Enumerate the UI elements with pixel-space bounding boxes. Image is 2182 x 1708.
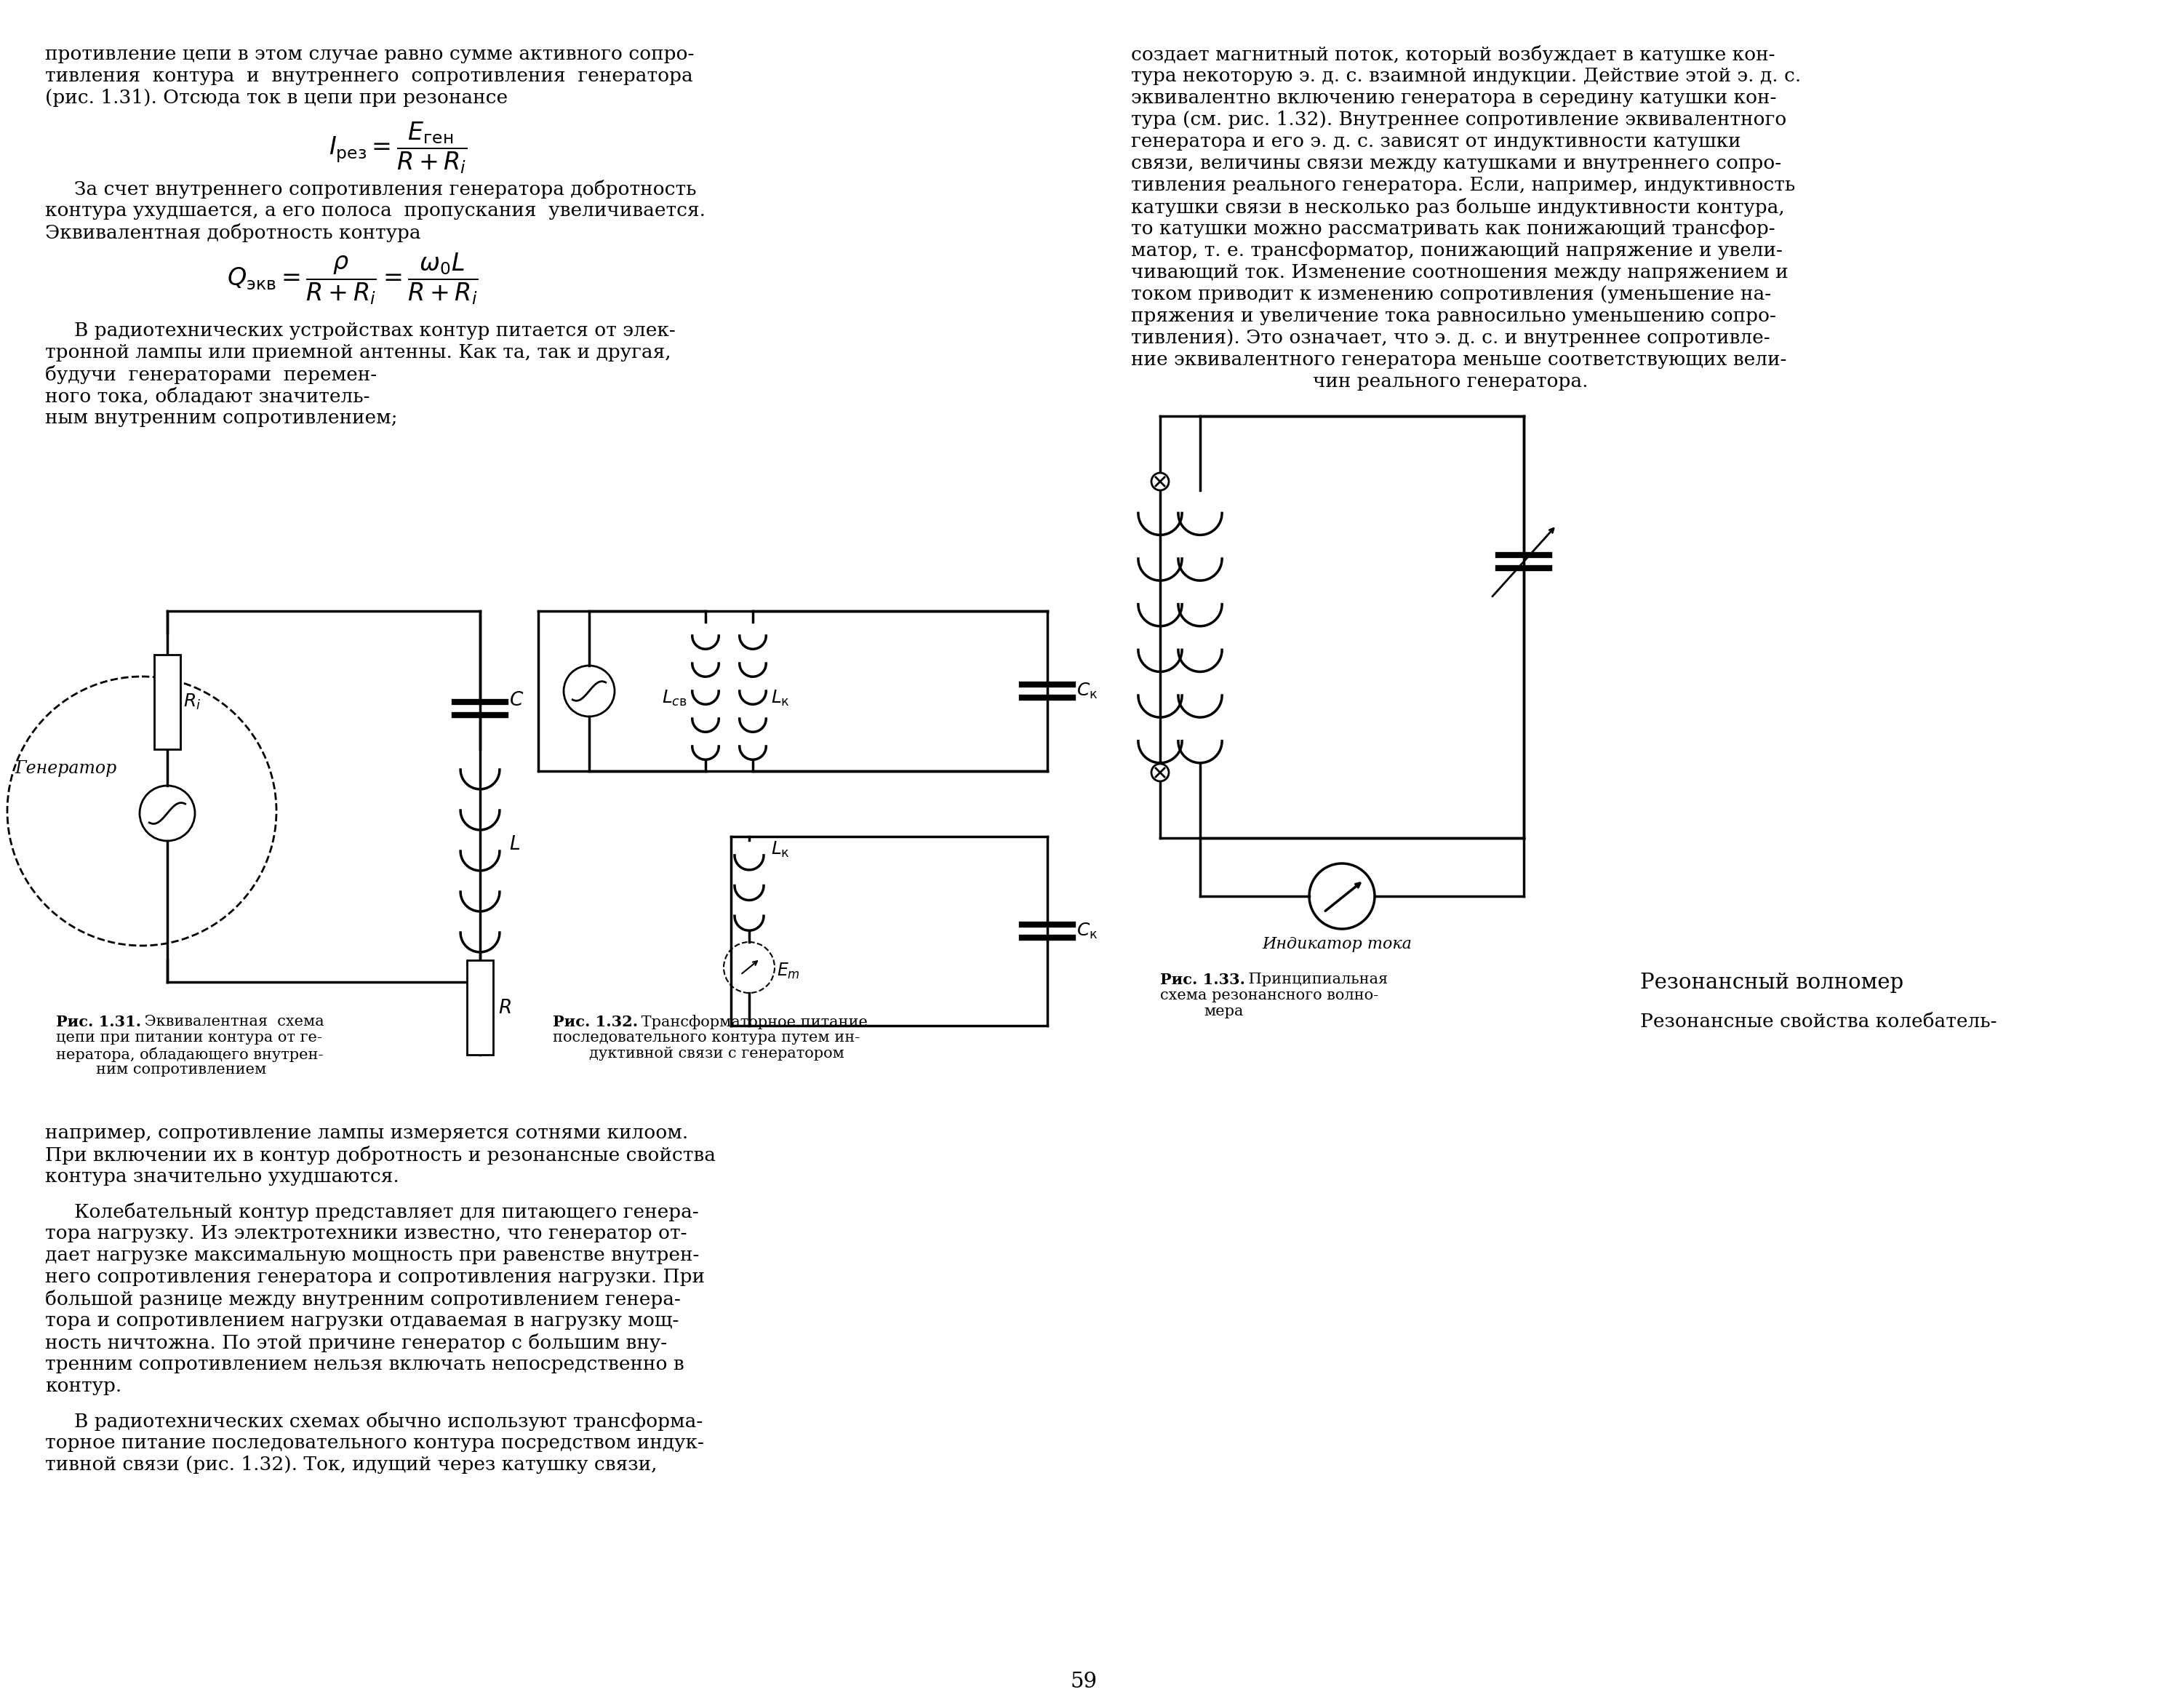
Text: контур.: контур. bbox=[46, 1377, 122, 1395]
Text: ность ничтожна. По этой причине генератор с большим вну-: ность ничтожна. По этой причине генерато… bbox=[46, 1334, 668, 1353]
Text: $R_i$: $R_i$ bbox=[183, 692, 201, 712]
Text: тивления). Это означает, что э. д. с. и внутреннее сопротивле-: тивления). Это означает, что э. д. с. и … bbox=[1130, 330, 1770, 347]
Text: током приводит к изменению сопротивления (уменьшение на-: током приводит к изменению сопротивления… bbox=[1130, 285, 1772, 304]
Text: Рис. 1.31.: Рис. 1.31. bbox=[57, 1015, 142, 1030]
Text: тивной связи (рис. 1.32). Ток, идущий через катушку связи,: тивной связи (рис. 1.32). Ток, идущий че… bbox=[46, 1455, 657, 1474]
Circle shape bbox=[1152, 763, 1170, 781]
Text: Индикатор тока: Индикатор тока bbox=[1261, 936, 1412, 951]
Text: тора и сопротивлением нагрузки отдаваемая в нагрузку мощ-: тора и сопротивлением нагрузки отдаваема… bbox=[46, 1312, 679, 1331]
Text: противление цепи в этом случае равно сумме активного сопро-: противление цепи в этом случае равно сум… bbox=[46, 44, 694, 63]
Text: катушки связи в несколько раз больше индуктивности контура,: катушки связи в несколько раз больше инд… bbox=[1130, 198, 1785, 217]
Text: связи, величины связи между катушками и внутреннего сопро-: связи, величины связи между катушками и … bbox=[1130, 154, 1781, 173]
Text: $R$: $R$ bbox=[497, 999, 511, 1016]
Text: создает магнитный поток, который возбуждает в катушке кон-: создает магнитный поток, который возбужд… bbox=[1130, 44, 1776, 63]
Bar bbox=[155, 654, 181, 750]
Text: Трансформаторное питание: Трансформаторное питание bbox=[637, 1015, 868, 1030]
Text: $Q_{\rm экв} = \dfrac{\rho}{R + R_i} = \dfrac{\omega_0 L}{R + R_i}$: $Q_{\rm экв} = \dfrac{\rho}{R + R_i} = \… bbox=[227, 251, 478, 306]
Text: тронной лампы или приемной антенны. Как та, так и другая,: тронной лампы или приемной антенны. Как … bbox=[46, 343, 672, 362]
Text: последовательного контура путем ин-: последовательного контура путем ин- bbox=[552, 1030, 860, 1045]
Text: чин реального генератора.: чин реального генератора. bbox=[1314, 372, 1588, 391]
Text: Рис. 1.32.: Рис. 1.32. bbox=[552, 1015, 637, 1030]
Bar bbox=[467, 960, 493, 1056]
Text: В радиотехнических схемах обычно используют трансформа-: В радиотехнических схемах обычно использ… bbox=[74, 1413, 703, 1431]
Text: большой разнице между внутренним сопротивлением генера-: большой разнице между внутренним сопроти… bbox=[46, 1290, 681, 1308]
Text: $I_{\rm рез} = \dfrac{E_{\rm ген}}{R + R_i}$: $I_{\rm рез} = \dfrac{E_{\rm ген}}{R + R… bbox=[329, 120, 467, 176]
Text: Резонансный волномер: Резонансный волномер bbox=[1641, 972, 1903, 992]
Text: чивающий ток. Изменение соотношения между напряжением и: чивающий ток. Изменение соотношения межд… bbox=[1130, 263, 1789, 282]
Text: Генератор: Генератор bbox=[15, 760, 116, 777]
Text: ным внутренним сопротивлением;: ным внутренним сопротивлением; bbox=[46, 408, 397, 427]
Text: схема резонансного волно-: схема резонансного волно- bbox=[1161, 989, 1379, 1003]
Text: контура значительно ухудшаются.: контура значительно ухудшаются. bbox=[46, 1168, 399, 1185]
Text: В радиотехнических устройствах контур питается от элек-: В радиотехнических устройствах контур пи… bbox=[74, 321, 676, 340]
Text: $L_{\rm к}$: $L_{\rm к}$ bbox=[770, 688, 790, 707]
Text: дуктивной связи с генератором: дуктивной связи с генератором bbox=[589, 1047, 844, 1061]
Text: дает нагрузке максимальную мощность при равенстве внутрен-: дает нагрузке максимальную мощность при … bbox=[46, 1247, 698, 1264]
Text: генератора и его э. д. с. зависят от индуктивности катушки: генератора и его э. д. с. зависят от инд… bbox=[1130, 133, 1741, 150]
Text: торное питание последовательного контура посредством индук-: торное питание последовательного контура… bbox=[46, 1433, 705, 1452]
Text: Принципиальная: Принципиальная bbox=[1244, 972, 1388, 987]
Text: него сопротивления генератора и сопротивления нагрузки. При: него сопротивления генератора и сопротив… bbox=[46, 1267, 705, 1286]
Text: ного тока, обладают значитель-: ного тока, обладают значитель- bbox=[46, 388, 371, 405]
Circle shape bbox=[1152, 473, 1170, 490]
Text: мера: мера bbox=[1204, 1004, 1244, 1018]
Text: тура некоторую э. д. с. взаимной индукции. Действие этой э. д. с.: тура некоторую э. д. с. взаимной индукци… bbox=[1130, 67, 1800, 85]
Text: например, сопротивление лампы измеряется сотнями килоом.: например, сопротивление лампы измеряется… bbox=[46, 1124, 687, 1143]
Text: эквивалентно включению генератора в середину катушки кон-: эквивалентно включению генератора в сере… bbox=[1130, 89, 1776, 108]
Text: За счет внутреннего сопротивления генератора добротность: За счет внутреннего сопротивления генера… bbox=[74, 179, 696, 198]
Text: $C$: $C$ bbox=[508, 692, 524, 709]
Text: $L_{c{\rm в}}$: $L_{c{\rm в}}$ bbox=[661, 688, 687, 707]
Text: матор, т. е. трансформатор, понижающий напряжение и увели-: матор, т. е. трансформатор, понижающий н… bbox=[1130, 241, 1783, 260]
Text: (рис. 1.31). Отсюда ток в цепи при резонансе: (рис. 1.31). Отсюда ток в цепи при резон… bbox=[46, 89, 508, 108]
Text: то катушки можно рассматривать как понижающий трансфор-: то катушки можно рассматривать как пониж… bbox=[1130, 220, 1776, 237]
Text: Эквивалентная  схема: Эквивалентная схема bbox=[140, 1015, 325, 1028]
Text: 59: 59 bbox=[1069, 1672, 1098, 1693]
Text: При включении их в контур добротность и резонансные свойства: При включении их в контур добротность и … bbox=[46, 1146, 716, 1165]
Text: Резонансные свойства колебатель-: Резонансные свойства колебатель- bbox=[1641, 1013, 1997, 1030]
Text: $C_{\rm к}$: $C_{\rm к}$ bbox=[1076, 681, 1098, 700]
Text: тивления  контура  и  внутреннего  сопротивления  генератора: тивления контура и внутреннего сопротивл… bbox=[46, 67, 694, 85]
Text: тренним сопротивлением нельзя включать непосредственно в: тренним сопротивлением нельзя включать н… bbox=[46, 1354, 685, 1373]
Text: тора нагрузку. Из электротехники известно, что генератор от-: тора нагрузку. Из электротехники известн… bbox=[46, 1225, 687, 1242]
Text: $L$: $L$ bbox=[508, 835, 519, 852]
Text: тура (см. рис. 1.32). Внутреннее сопротивление эквивалентного: тура (см. рис. 1.32). Внутреннее сопроти… bbox=[1130, 111, 1787, 128]
Text: ним сопротивлением: ним сопротивлением bbox=[96, 1062, 266, 1076]
Text: Колебательный контур представляет для питающего генера-: Колебательный контур представляет для пи… bbox=[74, 1202, 698, 1221]
Text: контура ухудшается, а его полоса  пропускания  увеличивается.: контура ухудшается, а его полоса пропуск… bbox=[46, 202, 705, 220]
Text: цепи при питании контура от ге-: цепи при питании контура от ге- bbox=[57, 1030, 323, 1045]
Text: $E_m$: $E_m$ bbox=[777, 962, 801, 980]
Text: $L_{\rm к}$: $L_{\rm к}$ bbox=[770, 840, 790, 859]
Text: тивления реального генератора. Если, например, индуктивность: тивления реального генератора. Если, нап… bbox=[1130, 176, 1796, 195]
Text: ние эквивалентного генератора меньше соответствующих вели-: ние эквивалентного генератора меньше соо… bbox=[1130, 350, 1787, 369]
Text: пряжения и увеличение тока равносильно уменьшению сопро-: пряжения и увеличение тока равносильно у… bbox=[1130, 307, 1776, 325]
Text: нератора, обладающего внутрен-: нератора, обладающего внутрен- bbox=[57, 1047, 323, 1062]
Text: Эквивалентная добротность контура: Эквивалентная добротность контура bbox=[46, 224, 421, 243]
Text: Рис. 1.33.: Рис. 1.33. bbox=[1161, 972, 1246, 987]
Text: будучи  генераторами  перемен-: будучи генераторами перемен- bbox=[46, 366, 377, 384]
Text: $C_{\rm к}$: $C_{\rm к}$ bbox=[1076, 922, 1098, 941]
